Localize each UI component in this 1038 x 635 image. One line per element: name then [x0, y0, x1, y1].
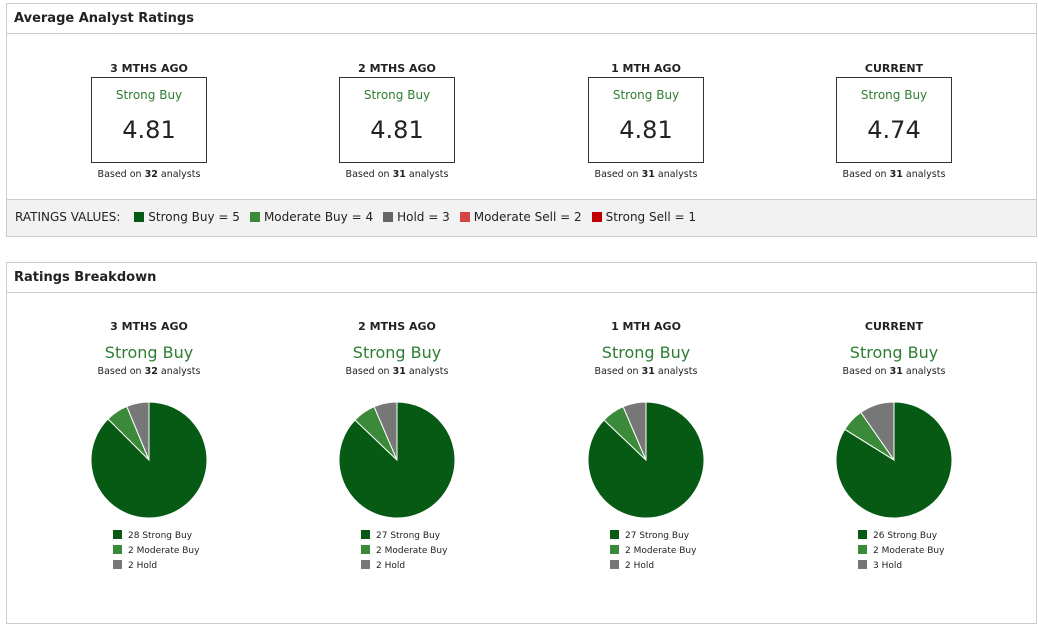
period-label: CURRENT — [864, 62, 924, 75]
pie-slice — [126, 401, 150, 461]
pie-legend-item: 27 Strong Buy — [361, 529, 447, 544]
rating-box: Strong Buy 4.74 — [836, 77, 952, 163]
rating-box: Strong Buy 4.81 — [588, 77, 704, 163]
pie-legend-item: 2 Moderate Buy — [113, 544, 199, 559]
breakdown-column: 1 MTH AGO Strong Buy Based on 31 analyst… — [546, 320, 746, 620]
rating-text: Strong Buy — [860, 88, 928, 102]
based-on-text: Based on 32 analysts — [97, 366, 201, 377]
based-on-text: Based on 31 analysts — [842, 169, 946, 180]
pie-legend-item: 2 Hold — [610, 559, 696, 574]
period-label: 2 MTHS AGO — [358, 62, 436, 75]
legend-label: RATINGS VALUES: — [15, 210, 121, 224]
ratings-values-legend: RATINGS VALUES: Strong Buy = 5 Moderate B… — [7, 199, 1036, 236]
based-on-text: Based on 31 analysts — [345, 169, 449, 180]
rating-card: 2 MTHS AGO Strong Buy 4.81 Based on 31 a… — [297, 62, 497, 180]
legend-item: Strong Buy = 5 — [124, 210, 240, 224]
rating-box: Strong Buy 4.81 — [91, 77, 207, 163]
pie-legend-item: 3 Hold — [858, 559, 944, 574]
panel-title: Ratings Breakdown — [7, 263, 1036, 293]
period-label: 1 MTH AGO — [611, 62, 681, 75]
pie-chart — [90, 401, 208, 519]
pie-legend-item: 26 Strong Buy — [858, 529, 944, 544]
rating-value: 4.81 — [122, 116, 176, 144]
rating-value: 4.81 — [619, 116, 673, 144]
pie-legend-item: 27 Strong Buy — [610, 529, 696, 544]
pie-slice — [860, 401, 895, 462]
pie-legend-item: 28 Strong Buy — [113, 529, 199, 544]
legend-item: Strong Sell = 1 — [582, 210, 696, 224]
rating-card: CURRENT Strong Buy 4.74 Based on 31 anal… — [794, 62, 994, 180]
period-label: 3 MTHS AGO — [110, 320, 188, 333]
based-on-text: Based on 31 analysts — [345, 366, 449, 377]
legend-swatch — [249, 212, 260, 222]
pie-chart — [835, 401, 953, 519]
rating-box: Strong Buy 4.81 — [339, 77, 455, 163]
pie-slice — [373, 401, 398, 461]
panel-title: Average Analyst Ratings — [7, 4, 1036, 34]
rating-text: Strong Buy — [849, 343, 939, 362]
rating-card: 1 MTH AGO Strong Buy 4.81 Based on 31 an… — [546, 62, 746, 180]
pie-legend: 27 Strong Buy 2 Moderate Buy 2 Hold — [361, 529, 447, 574]
pie-legend-item: 2 Moderate Buy — [361, 544, 447, 559]
legend-item: Moderate Buy = 4 — [240, 210, 373, 224]
based-on-text: Based on 31 analysts — [594, 366, 698, 377]
pie-legend: 28 Strong Buy 2 Moderate Buy 2 Hold — [113, 529, 199, 574]
pie-legend: 27 Strong Buy 2 Moderate Buy 2 Hold — [610, 529, 696, 574]
rating-text: Strong Buy — [363, 88, 431, 102]
based-on-text: Based on 32 analysts — [97, 169, 201, 180]
rating-text: Strong Buy — [612, 88, 680, 102]
rating-text: Strong Buy — [352, 343, 442, 362]
rating-text: Strong Buy — [104, 343, 194, 362]
pie-chart — [338, 401, 456, 519]
rating-text: Strong Buy — [115, 88, 183, 102]
period-label: CURRENT — [864, 320, 924, 333]
breakdown-column: CURRENT Strong Buy Based on 31 analysts … — [794, 320, 994, 620]
pie-legend-item: 2 Moderate Buy — [610, 544, 696, 559]
rating-value: 4.74 — [867, 116, 921, 144]
based-on-text: Based on 31 analysts — [842, 366, 946, 377]
average-ratings-panel: Average Analyst Ratings 3 MTHS AGO Stron… — [6, 3, 1037, 237]
legend-item: Hold = 3 — [373, 210, 450, 224]
pie-slice — [622, 401, 647, 461]
period-label: 2 MTHS AGO — [358, 320, 436, 333]
period-label: 1 MTH AGO — [611, 320, 681, 333]
legend-swatch — [459, 212, 470, 222]
legend-item: Moderate Sell = 2 — [450, 210, 582, 224]
rating-text: Strong Buy — [601, 343, 691, 362]
pie-legend: 26 Strong Buy 2 Moderate Buy 3 Hold — [858, 529, 944, 574]
ratings-breakdown-panel: Ratings Breakdown 3 MTHS AGO Strong Buy … — [6, 262, 1037, 624]
breakdown-column: 2 MTHS AGO Strong Buy Based on 31 analys… — [297, 320, 497, 620]
rating-card: 3 MTHS AGO Strong Buy 4.81 Based on 32 a… — [49, 62, 249, 180]
based-on-text: Based on 31 analysts — [594, 169, 698, 180]
legend-swatch — [591, 212, 602, 222]
pie-chart — [587, 401, 705, 519]
pie-legend-item: 2 Hold — [361, 559, 447, 574]
pie-legend-item: 2 Moderate Buy — [858, 544, 944, 559]
legend-swatch — [134, 212, 145, 222]
pie-legend-item: 2 Hold — [113, 559, 199, 574]
breakdown-column: 3 MTHS AGO Strong Buy Based on 32 analys… — [49, 320, 249, 620]
period-label: 3 MTHS AGO — [110, 62, 188, 75]
legend-swatch — [383, 212, 394, 222]
rating-value: 4.81 — [370, 116, 424, 144]
